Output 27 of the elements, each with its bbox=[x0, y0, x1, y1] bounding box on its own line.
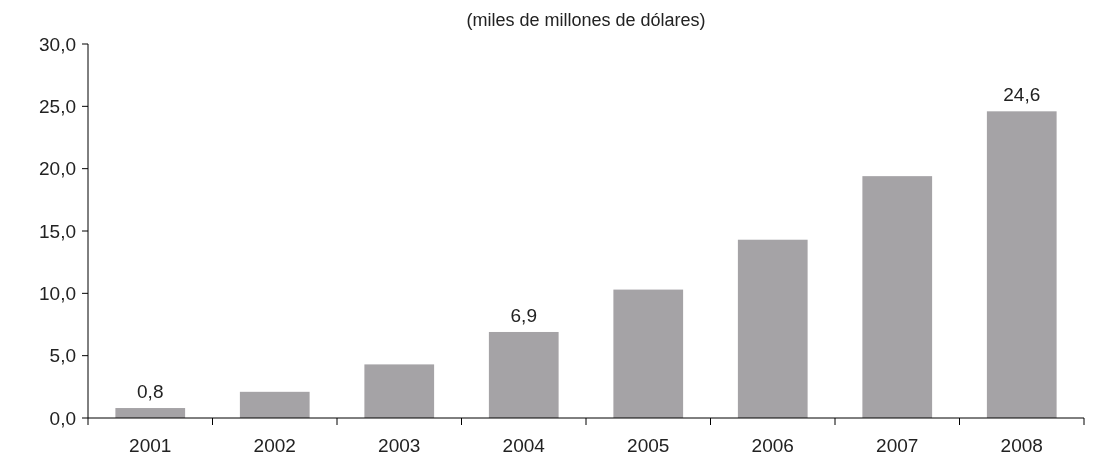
data-label: 6,9 bbox=[510, 304, 537, 326]
bar bbox=[239, 391, 310, 418]
data-label: 0,8 bbox=[137, 381, 164, 403]
x-tick-label: 2007 bbox=[876, 435, 919, 456]
bar bbox=[986, 111, 1057, 418]
y-tick-label: 10,0 bbox=[39, 282, 76, 304]
x-tick-label: 2004 bbox=[502, 435, 546, 456]
y-tick-label: 25,0 bbox=[39, 95, 76, 117]
bar bbox=[862, 176, 933, 418]
y-tick-label: 5,0 bbox=[49, 345, 76, 367]
bar bbox=[115, 408, 186, 418]
bar bbox=[364, 364, 435, 418]
x-tick-label: 2006 bbox=[751, 435, 794, 456]
x-tick-label: 2002 bbox=[253, 435, 296, 456]
x-tick-label: 2008 bbox=[1000, 435, 1043, 456]
bar bbox=[737, 239, 808, 418]
bar bbox=[613, 289, 684, 418]
data-label: 24,6 bbox=[1003, 84, 1041, 106]
y-tick-label: 15,0 bbox=[39, 220, 76, 242]
y-tick-label: 20,0 bbox=[39, 158, 76, 180]
x-tick-label: 2003 bbox=[378, 435, 421, 456]
x-tick-label: 2001 bbox=[129, 435, 172, 456]
y-tick-label: 0,0 bbox=[49, 407, 76, 429]
y-tick-label: 30,0 bbox=[39, 33, 76, 55]
chart-title: (miles de millones de dólares) bbox=[466, 10, 706, 30]
bar bbox=[488, 331, 559, 418]
x-tick-label: 2005 bbox=[627, 435, 670, 456]
